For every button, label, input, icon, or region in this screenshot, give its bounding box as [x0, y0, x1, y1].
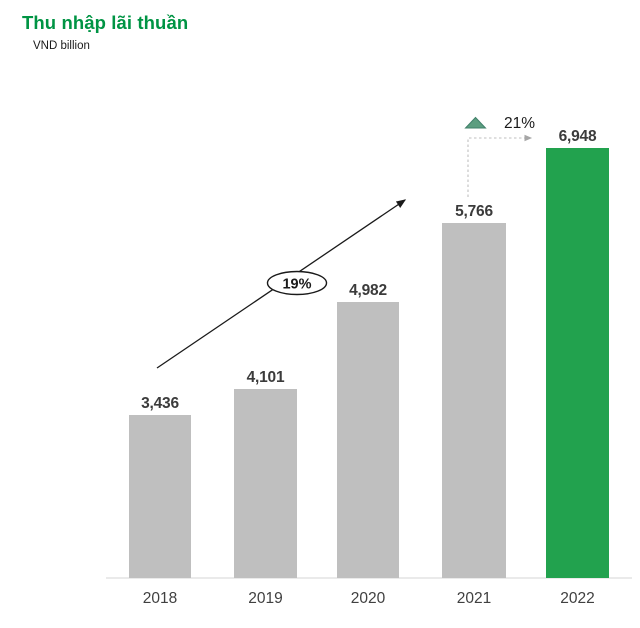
bar-2021	[442, 223, 506, 578]
x-axis-label-2022: 2022	[560, 590, 595, 607]
bar-2020	[337, 302, 399, 578]
x-axis-label-2018: 2018	[142, 590, 178, 607]
value-label-2018: 3,436	[141, 395, 179, 412]
x-axis-line	[106, 577, 632, 579]
value-label-2021: 5,766	[455, 203, 493, 220]
x-axis-label-2020: 2020	[350, 590, 386, 607]
bar-2018	[129, 415, 191, 578]
value-label-2020: 4,982	[349, 282, 387, 299]
bar-2019	[234, 389, 297, 578]
x-axis-label-2019: 2019	[248, 590, 283, 607]
x-axis-label-2021: 2021	[456, 590, 492, 607]
unit-label: VND billion	[33, 40, 90, 52]
value-label-2019: 4,101	[246, 369, 285, 386]
bar-2022	[546, 148, 609, 578]
page-title: Thu nhập lãi thuần	[22, 12, 189, 33]
value-label-2022: 6,948	[558, 128, 597, 145]
